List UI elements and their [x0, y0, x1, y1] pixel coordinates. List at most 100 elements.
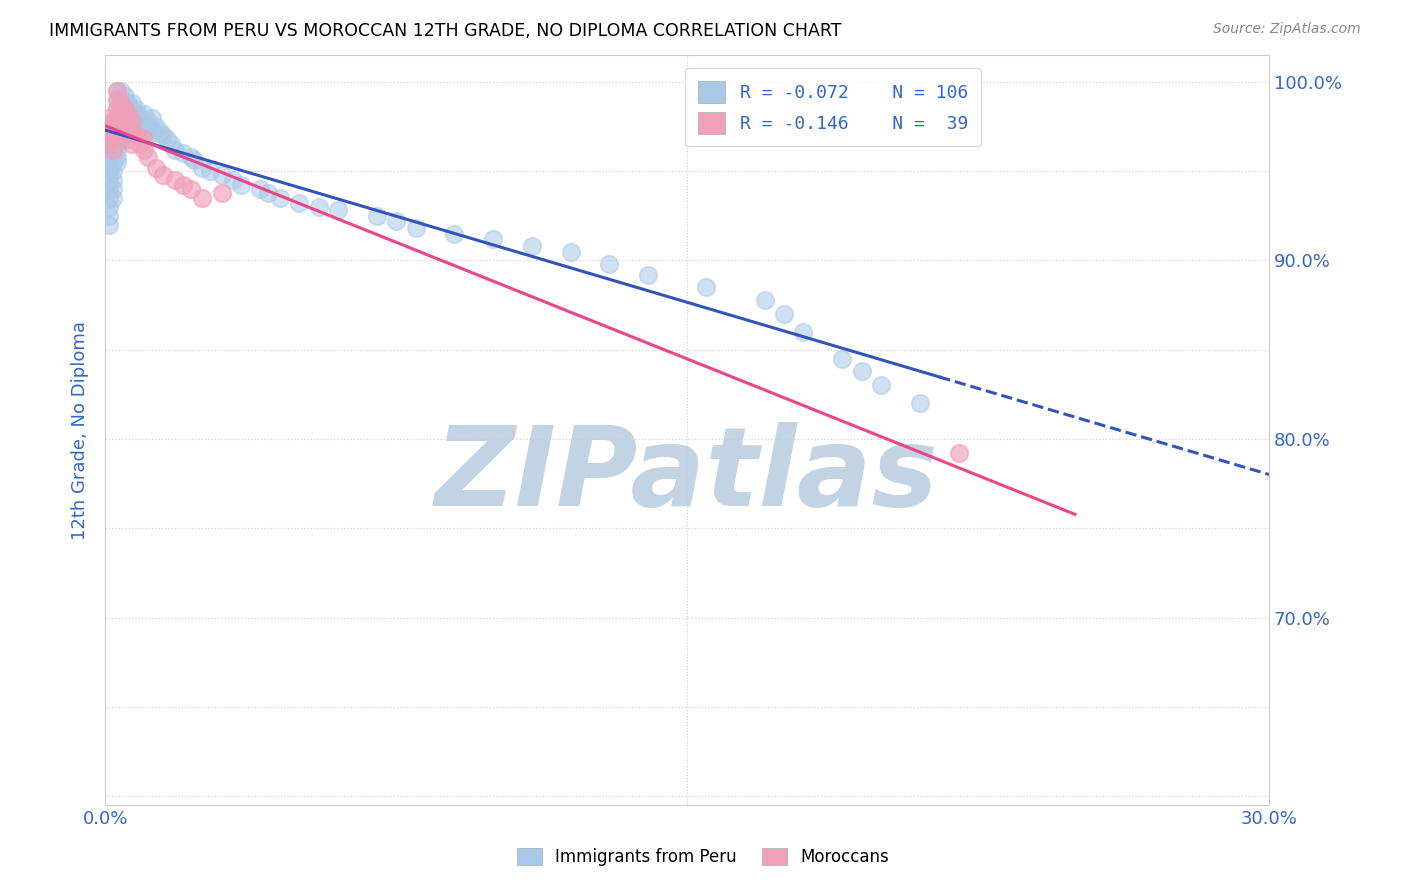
Point: [110, 120, 132, 134]
Point: [105, 84, 128, 98]
Point: [482, 232, 505, 246]
Point: [754, 293, 776, 307]
Point: [105, 128, 128, 143]
Point: [105, 93, 128, 107]
Point: [136, 120, 159, 134]
Point: [222, 173, 245, 187]
Point: [110, 96, 132, 111]
Point: [114, 120, 136, 134]
Point: [520, 239, 543, 253]
Point: [117, 107, 139, 121]
Point: [110, 84, 132, 98]
Point: [114, 114, 136, 128]
Point: [110, 102, 132, 116]
Point: [101, 173, 124, 187]
Point: [125, 120, 148, 134]
Point: [229, 178, 252, 193]
Point: [98, 182, 121, 196]
Point: [405, 221, 427, 235]
Point: [105, 155, 128, 169]
Point: [98, 164, 121, 178]
Point: [637, 268, 659, 282]
Point: [121, 114, 143, 128]
Point: [98, 128, 121, 143]
Point: [172, 146, 194, 161]
Point: [114, 107, 136, 121]
Point: [114, 102, 136, 116]
Y-axis label: 12th Grade, No Diploma: 12th Grade, No Diploma: [72, 320, 89, 540]
Point: [114, 114, 136, 128]
Point: [105, 137, 128, 152]
Point: [110, 107, 132, 121]
Point: [132, 143, 155, 157]
Point: [114, 125, 136, 139]
Point: [98, 200, 121, 214]
Point: [101, 120, 124, 134]
Point: [105, 120, 128, 134]
Point: [908, 396, 931, 410]
Point: [105, 84, 128, 98]
Point: [249, 182, 271, 196]
Point: [129, 137, 152, 152]
Point: [98, 137, 121, 152]
Point: [132, 125, 155, 139]
Point: [105, 125, 128, 139]
Point: [695, 280, 717, 294]
Point: [129, 111, 152, 125]
Point: [117, 102, 139, 116]
Point: [948, 446, 970, 460]
Point: [198, 164, 221, 178]
Point: [308, 200, 330, 214]
Point: [117, 96, 139, 111]
Point: [125, 114, 148, 128]
Point: [105, 120, 128, 134]
Point: [125, 102, 148, 116]
Point: [560, 244, 582, 259]
Point: [160, 137, 183, 152]
Point: [114, 128, 136, 143]
Point: [132, 132, 155, 146]
Point: [125, 107, 148, 121]
Point: [101, 132, 124, 146]
Point: [152, 128, 174, 143]
Point: [105, 143, 128, 157]
Point: [110, 125, 132, 139]
Point: [101, 143, 124, 157]
Point: [257, 186, 280, 200]
Point: [211, 186, 233, 200]
Text: ZIPatlas: ZIPatlas: [436, 422, 939, 529]
Point: [105, 93, 128, 107]
Point: [105, 111, 128, 125]
Point: [101, 114, 124, 128]
Point: [870, 378, 893, 392]
Point: [101, 155, 124, 169]
Point: [191, 191, 214, 205]
Point: [101, 182, 124, 196]
Point: [152, 168, 174, 182]
Point: [98, 191, 121, 205]
Point: [121, 137, 143, 152]
Point: [110, 93, 132, 107]
Point: [117, 120, 139, 134]
Point: [101, 164, 124, 178]
Point: [121, 96, 143, 111]
Point: [136, 150, 159, 164]
Point: [145, 120, 167, 134]
Point: [191, 161, 214, 175]
Point: [121, 111, 143, 125]
Point: [288, 196, 311, 211]
Point: [105, 150, 128, 164]
Point: [105, 111, 128, 125]
Point: [773, 307, 796, 321]
Point: [110, 111, 132, 125]
Point: [117, 120, 139, 134]
Point: [385, 214, 408, 228]
Point: [163, 143, 186, 157]
Point: [141, 125, 163, 139]
Point: [326, 203, 349, 218]
Point: [105, 102, 128, 116]
Point: [851, 364, 873, 378]
Point: [831, 351, 853, 366]
Point: [183, 153, 205, 168]
Point: [101, 146, 124, 161]
